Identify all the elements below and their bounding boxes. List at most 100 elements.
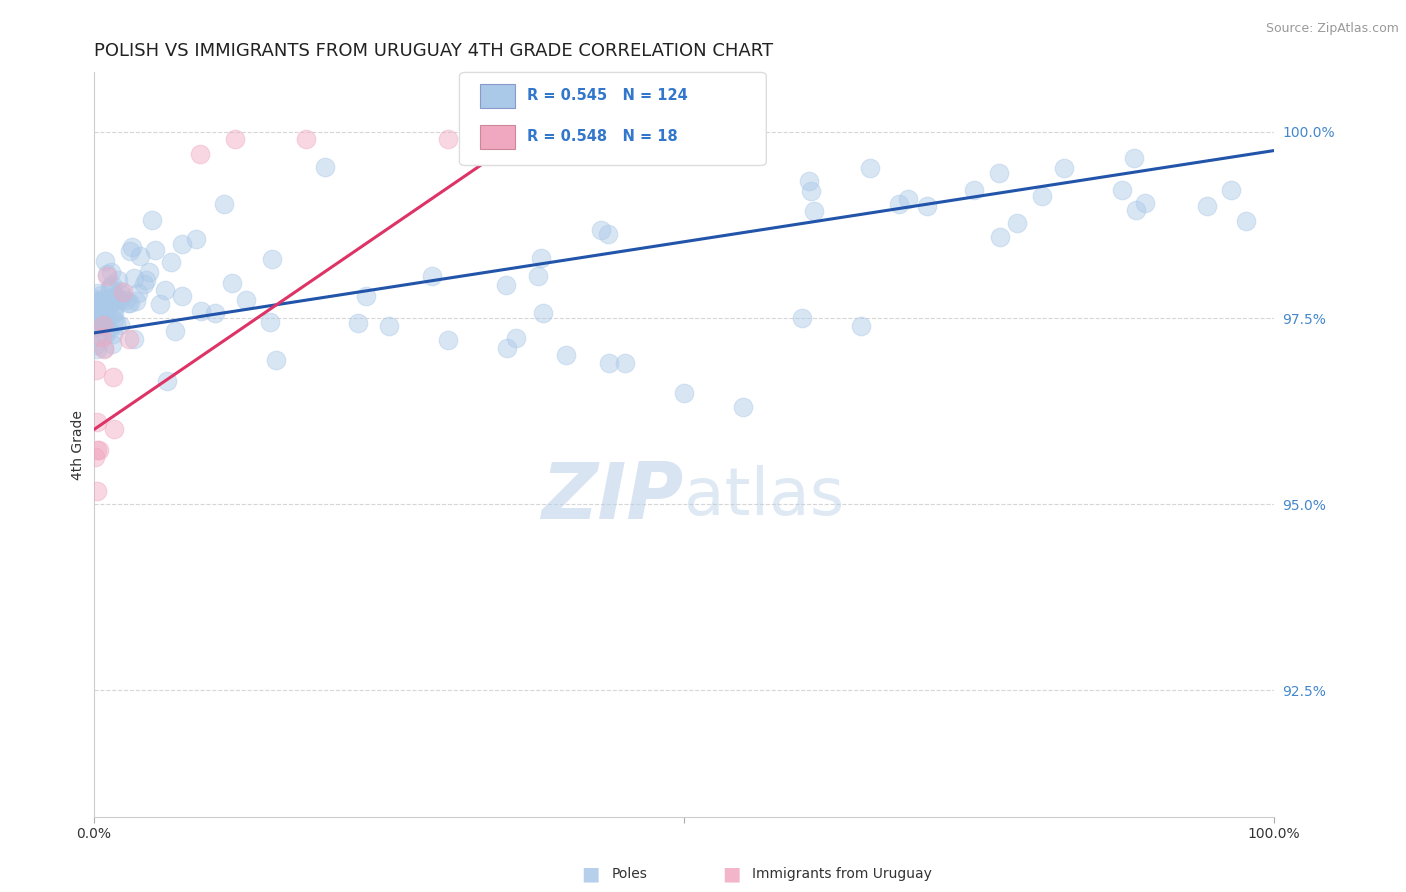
Point — [108, 292, 131, 306]
Point — [84, 292, 107, 306]
Point — [101, 370, 124, 384]
Point — [803, 204, 825, 219]
Point — [87, 285, 110, 300]
Point — [128, 249, 150, 263]
Point — [347, 316, 370, 330]
Point — [84, 329, 107, 343]
Point — [97, 320, 120, 334]
Point — [529, 251, 551, 265]
Point — [90, 293, 112, 308]
Point — [613, 356, 636, 370]
Point — [495, 277, 517, 292]
Point — [172, 289, 194, 303]
Point — [436, 334, 458, 348]
Point — [87, 443, 110, 458]
Point — [212, 196, 235, 211]
Text: Poles: Poles — [612, 867, 648, 881]
Point — [1135, 195, 1157, 210]
Point — [105, 290, 128, 304]
Point — [108, 284, 131, 298]
Point — [103, 305, 125, 319]
Point — [93, 303, 115, 318]
Point — [96, 268, 118, 283]
Point — [110, 318, 132, 332]
Point — [1219, 183, 1241, 197]
Text: atlas: atlas — [683, 465, 844, 529]
Point — [141, 212, 163, 227]
Point — [93, 341, 115, 355]
Point — [101, 278, 124, 293]
Point — [110, 293, 132, 308]
Point — [101, 337, 124, 351]
Point — [83, 450, 105, 464]
Point — [94, 312, 117, 326]
Point — [160, 255, 183, 269]
Point — [91, 293, 114, 308]
Point — [598, 227, 620, 241]
Point — [107, 273, 129, 287]
Point — [96, 293, 118, 307]
Point — [887, 197, 910, 211]
Point — [224, 132, 246, 146]
Point — [118, 332, 141, 346]
Point — [91, 318, 114, 332]
Point — [86, 416, 108, 430]
Point — [554, 348, 576, 362]
Point — [86, 484, 108, 499]
Point — [591, 223, 613, 237]
Y-axis label: 4th Grade: 4th Grade — [72, 409, 86, 480]
Point — [97, 323, 120, 337]
Point — [90, 288, 112, 302]
Point — [153, 283, 176, 297]
Point — [87, 313, 110, 327]
Point — [138, 265, 160, 279]
Point — [149, 296, 172, 310]
Point — [672, 385, 695, 400]
Point — [1234, 214, 1257, 228]
Point — [859, 161, 882, 175]
Point — [90, 330, 112, 344]
Point — [98, 299, 121, 313]
Point — [101, 326, 124, 341]
Point — [436, 132, 458, 146]
Point — [266, 352, 288, 367]
Point — [731, 401, 754, 415]
Point — [98, 296, 121, 310]
Point — [354, 289, 377, 303]
Point — [987, 166, 1010, 180]
Point — [420, 268, 443, 283]
Point — [849, 318, 872, 333]
Point — [221, 276, 243, 290]
Point — [83, 321, 105, 335]
Point — [377, 318, 399, 333]
Point — [83, 338, 105, 352]
Point — [188, 147, 211, 161]
Text: ■: ■ — [581, 864, 600, 884]
Point — [1031, 189, 1053, 203]
Point — [531, 306, 554, 320]
Text: Immigrants from Uruguay: Immigrants from Uruguay — [752, 867, 932, 881]
Point — [104, 289, 127, 303]
Point — [495, 341, 517, 355]
Point — [103, 313, 125, 327]
Point — [134, 277, 156, 292]
Point — [988, 230, 1011, 244]
Point — [125, 293, 148, 308]
Point — [314, 160, 336, 174]
Point — [98, 280, 121, 294]
Point — [86, 443, 108, 458]
Text: Source: ZipAtlas.com: Source: ZipAtlas.com — [1265, 22, 1399, 36]
Point — [89, 312, 111, 326]
Point — [799, 174, 821, 188]
Point — [127, 285, 149, 300]
Point — [186, 232, 208, 246]
Point — [156, 374, 179, 388]
Point — [527, 269, 550, 284]
FancyBboxPatch shape — [479, 125, 515, 149]
Point — [1125, 203, 1147, 218]
Point — [295, 132, 318, 146]
Point — [1111, 182, 1133, 196]
Point — [1195, 199, 1218, 213]
Point — [104, 298, 127, 312]
Point — [190, 304, 212, 318]
